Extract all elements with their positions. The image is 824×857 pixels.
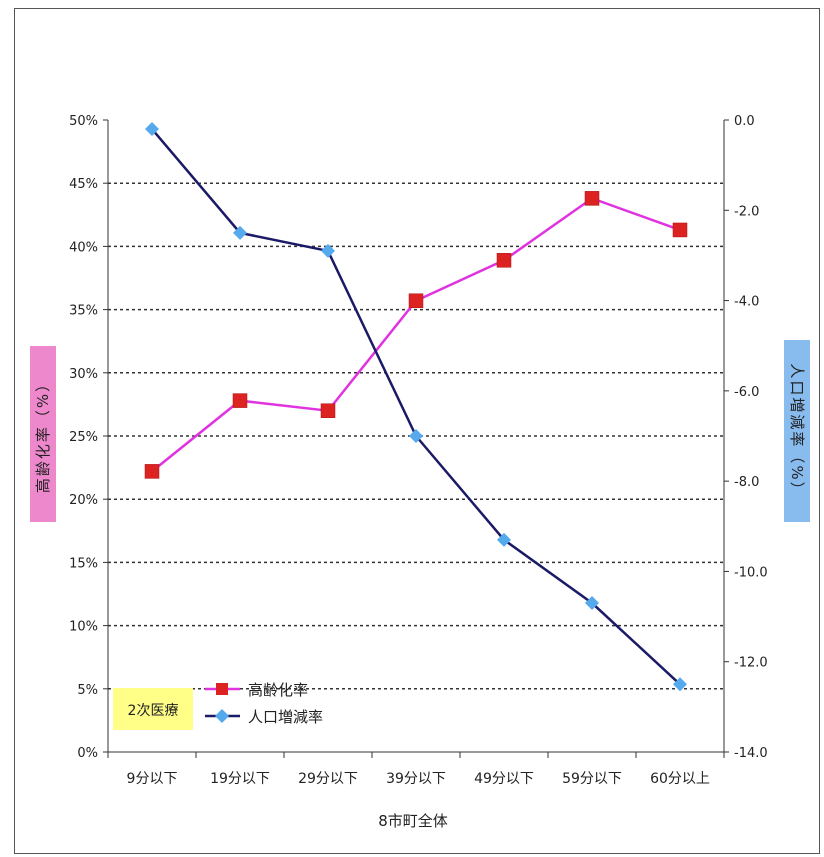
category-label: 39分以下 xyxy=(386,771,446,787)
series-0-point xyxy=(408,293,424,309)
left-tick-label: 30% xyxy=(69,367,98,382)
note-box xyxy=(113,688,193,730)
series-0-point xyxy=(320,403,336,418)
left-tick-label: 45% xyxy=(69,177,98,192)
series-0-point xyxy=(672,222,688,238)
category-label: 60分以上 xyxy=(650,771,710,787)
legend-marker-aging xyxy=(216,683,228,695)
left-tick-label: 40% xyxy=(69,240,98,255)
right-tick-label: -8.0 xyxy=(734,475,759,490)
category-label: 29分以下 xyxy=(298,771,358,787)
right-tick-label: -6.0 xyxy=(734,385,759,400)
category-label: 49分以下 xyxy=(474,771,534,787)
category-label: 19分以下 xyxy=(210,771,270,787)
left-tick-label: 50% xyxy=(69,114,98,129)
left-axis-label-bg xyxy=(30,346,56,522)
right-axis-label: 人口増減率（%） xyxy=(788,363,806,498)
series-1-point xyxy=(321,243,335,258)
series-1-point xyxy=(409,429,423,443)
left-tick-label: 15% xyxy=(69,556,98,571)
legend-label-population: 人口増減率 xyxy=(248,708,323,726)
series-0-point xyxy=(232,393,248,408)
left-tick-label: 10% xyxy=(69,620,98,635)
right-tick-label: -12.0 xyxy=(734,656,768,671)
left-tick-label: 25% xyxy=(69,430,98,445)
right-axis-label-bg xyxy=(784,340,810,522)
category-label: 9分以下 xyxy=(127,771,178,787)
right-tick-label: 0.0 xyxy=(734,114,755,129)
right-tick-label: -10.0 xyxy=(734,565,768,580)
series-0-point xyxy=(496,253,512,268)
left-tick-label: 20% xyxy=(69,493,98,508)
series-1-point xyxy=(673,677,687,692)
legend-marker-population xyxy=(215,709,229,723)
category-label: 59分以下 xyxy=(562,771,622,787)
left-tick-label: 35% xyxy=(69,304,98,319)
legend-label-aging: 高齢化率 xyxy=(248,681,308,699)
left-tick-label: 0% xyxy=(77,746,98,761)
legend: 高齢化率 人口増減率 xyxy=(205,681,323,726)
series-1-point xyxy=(585,596,599,611)
series-1-point xyxy=(233,225,247,240)
series-1-point xyxy=(497,532,511,547)
left-axis-label: 高齢化率（%） xyxy=(34,375,52,493)
x-axis-label: 8市町全体 xyxy=(378,812,448,830)
left-tick-label: 5% xyxy=(77,683,98,698)
right-tick-label: -14.0 xyxy=(734,746,768,761)
right-tick-label: -4.0 xyxy=(734,295,759,310)
series-0-point xyxy=(584,191,600,206)
series-1-point xyxy=(145,122,159,137)
right-tick-label: -2.0 xyxy=(734,204,759,219)
series-0-point xyxy=(144,464,160,479)
note-text: 2次医療 xyxy=(128,702,179,719)
